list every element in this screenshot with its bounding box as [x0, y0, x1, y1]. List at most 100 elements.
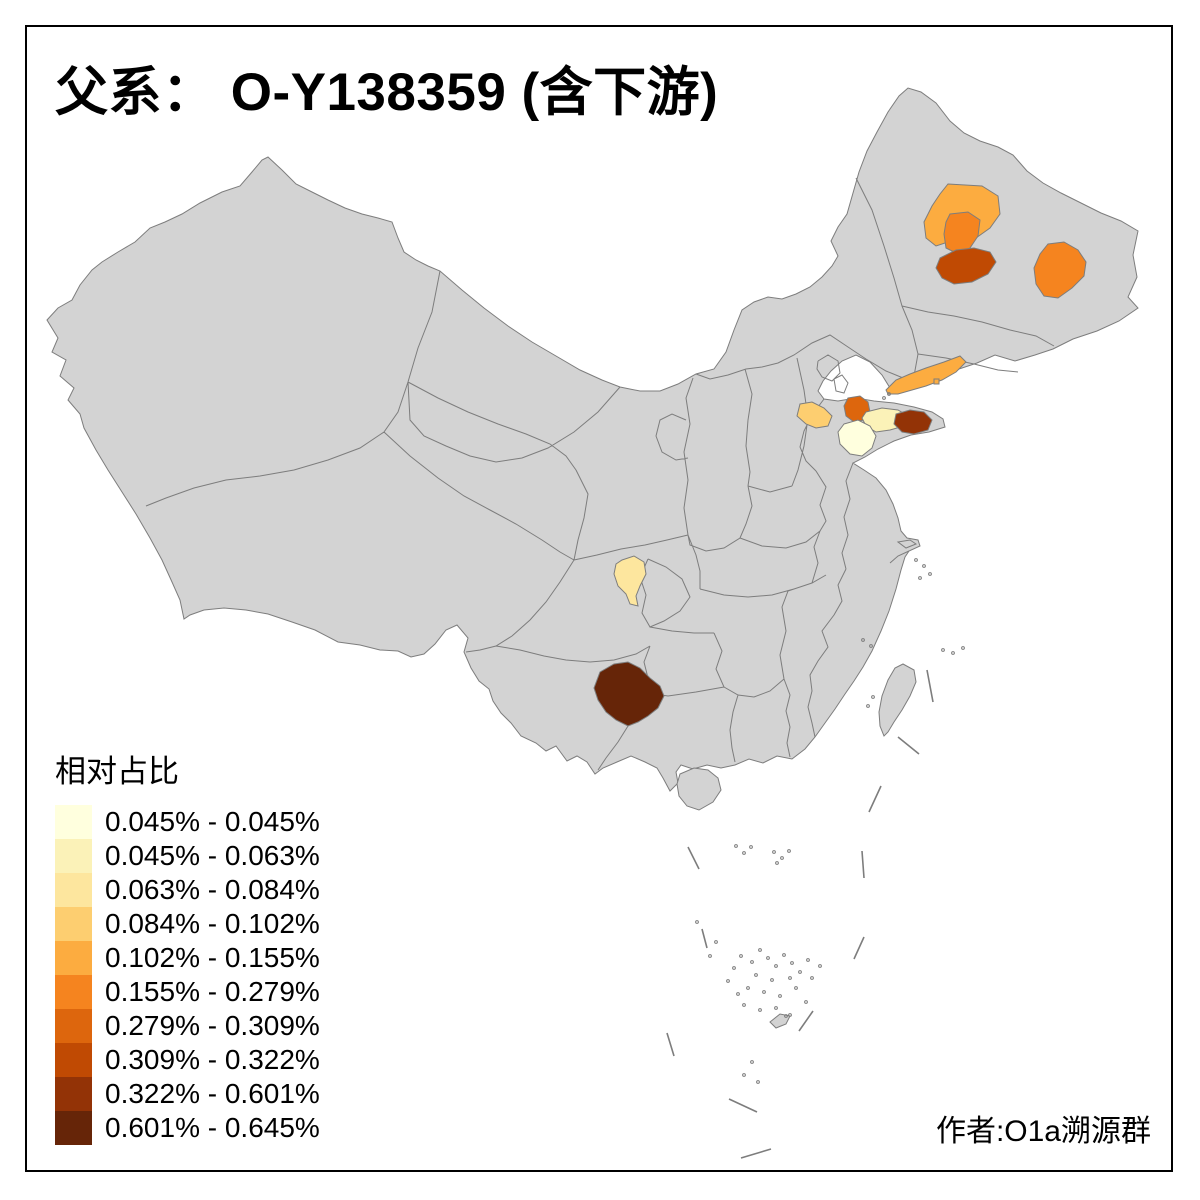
island-speck	[869, 644, 873, 648]
island-speck	[732, 966, 736, 970]
legend: 相对占比 0.045% - 0.045% 0.045% - 0.063% 0.063…	[55, 746, 320, 1145]
legend-swatch	[55, 873, 92, 907]
legend-swatch	[55, 1009, 92, 1043]
island-speck	[754, 973, 758, 977]
island-speck	[928, 572, 932, 576]
island-speck	[762, 990, 766, 994]
island-speck	[739, 954, 743, 958]
legend-swatch	[55, 1111, 92, 1145]
island-speck	[766, 956, 770, 960]
island-speck	[708, 954, 712, 958]
legend-items: 0.045% - 0.045% 0.045% - 0.063% 0.063% - 0…	[55, 805, 320, 1145]
legend-label: 0.279% - 0.309%	[105, 1010, 320, 1041]
island-speck	[774, 1006, 778, 1010]
island-speck	[788, 976, 792, 980]
legend-row: 0.084% - 0.102%	[55, 907, 320, 941]
map-region-dalian-islet	[933, 378, 940, 385]
island-speck	[742, 851, 746, 855]
island-speck	[750, 1060, 754, 1064]
island-speck	[871, 695, 875, 699]
legend-row: 0.045% - 0.045%	[55, 805, 320, 839]
island-speck	[736, 992, 740, 996]
island-speck	[726, 979, 730, 983]
map-region-liaoning-dalian	[885, 355, 967, 395]
island-speck	[951, 651, 955, 655]
island-speck	[714, 940, 718, 944]
legend-label: 0.322% - 0.601%	[105, 1078, 320, 1109]
nine-dash-line	[666, 669, 934, 1159]
island-speck	[887, 392, 891, 396]
island-speck	[866, 704, 870, 708]
island-speck	[941, 648, 945, 652]
province-borders	[145, 177, 1055, 771]
legend-swatch	[55, 805, 92, 839]
map-region-yunnan-east	[593, 661, 665, 727]
island-speck	[798, 970, 802, 974]
sea-island-specks	[695, 392, 965, 1084]
legend-label: 0.063% - 0.084%	[105, 874, 320, 905]
island-speck	[742, 1073, 746, 1077]
legend-swatch	[55, 1077, 92, 1111]
island-speck	[770, 978, 774, 982]
island-speck	[758, 948, 762, 952]
legend-row: 0.309% - 0.322%	[55, 1043, 320, 1077]
island-speck	[775, 861, 779, 865]
island-speck	[804, 1000, 808, 1004]
island-speck	[772, 850, 776, 854]
legend-label: 0.045% - 0.045%	[105, 806, 320, 837]
yangtze-islet	[896, 539, 918, 549]
island-speck	[818, 964, 822, 968]
legend-label: 0.045% - 0.063%	[105, 840, 320, 871]
island-speck	[914, 558, 918, 562]
island-speck	[788, 1013, 792, 1017]
island-speck	[961, 646, 965, 650]
attribution-text: 作者:O1a溯源群	[935, 1115, 1151, 1148]
map-region-heilongjiang-dark	[935, 247, 997, 285]
island-speck	[746, 986, 750, 990]
island-speck	[918, 576, 922, 580]
legend-label: 0.155% - 0.279%	[105, 976, 320, 1007]
map-region-shandong-south	[837, 419, 877, 457]
map-region-shandong-east	[893, 409, 933, 435]
legend-label: 0.309% - 0.322%	[105, 1044, 320, 1075]
legend-row: 0.063% - 0.084%	[55, 873, 320, 907]
hainan-island	[676, 767, 722, 811]
legend-swatch	[55, 839, 92, 873]
island-speck	[806, 958, 810, 962]
legend-label: 0.601% - 0.645%	[105, 1112, 320, 1143]
taiwan-island	[878, 663, 917, 737]
legend-label: 0.102% - 0.155%	[105, 942, 320, 973]
plot-border-frame	[25, 25, 1173, 1172]
legend-row: 0.322% - 0.601%	[55, 1077, 320, 1111]
legend-row: 0.045% - 0.063%	[55, 839, 320, 873]
island-speck	[695, 920, 699, 924]
legend-label: 0.084% - 0.102%	[105, 908, 320, 939]
legend-title: 相对占比	[55, 754, 179, 789]
island-speck	[734, 844, 738, 848]
island-speck	[749, 845, 753, 849]
island-speck	[756, 1080, 760, 1084]
choropleth-regions	[593, 183, 1087, 727]
legend-row: 0.601% - 0.645%	[55, 1111, 320, 1145]
island-speck	[758, 1008, 762, 1012]
page-title: 父系： O-Y138359 (含下游)	[55, 63, 719, 122]
island-speck	[780, 856, 784, 860]
island-speck	[742, 1003, 746, 1007]
island-speck	[750, 960, 754, 964]
legend-swatch	[55, 975, 92, 1009]
legend-row: 0.279% - 0.309%	[55, 1009, 320, 1043]
map-region-heilongjiang-east	[1033, 241, 1087, 299]
island-speck	[861, 638, 865, 642]
legend-swatch	[55, 907, 92, 941]
legend-swatch	[55, 941, 92, 975]
island-speck	[790, 961, 794, 965]
island-speck	[784, 1014, 788, 1018]
legend-row: 0.155% - 0.279%	[55, 975, 320, 1009]
island-speck	[810, 976, 814, 980]
island-speck	[778, 994, 782, 998]
island-speck	[882, 396, 886, 400]
island-speck	[774, 964, 778, 968]
island-speck	[787, 849, 791, 853]
island-speck	[782, 953, 786, 957]
